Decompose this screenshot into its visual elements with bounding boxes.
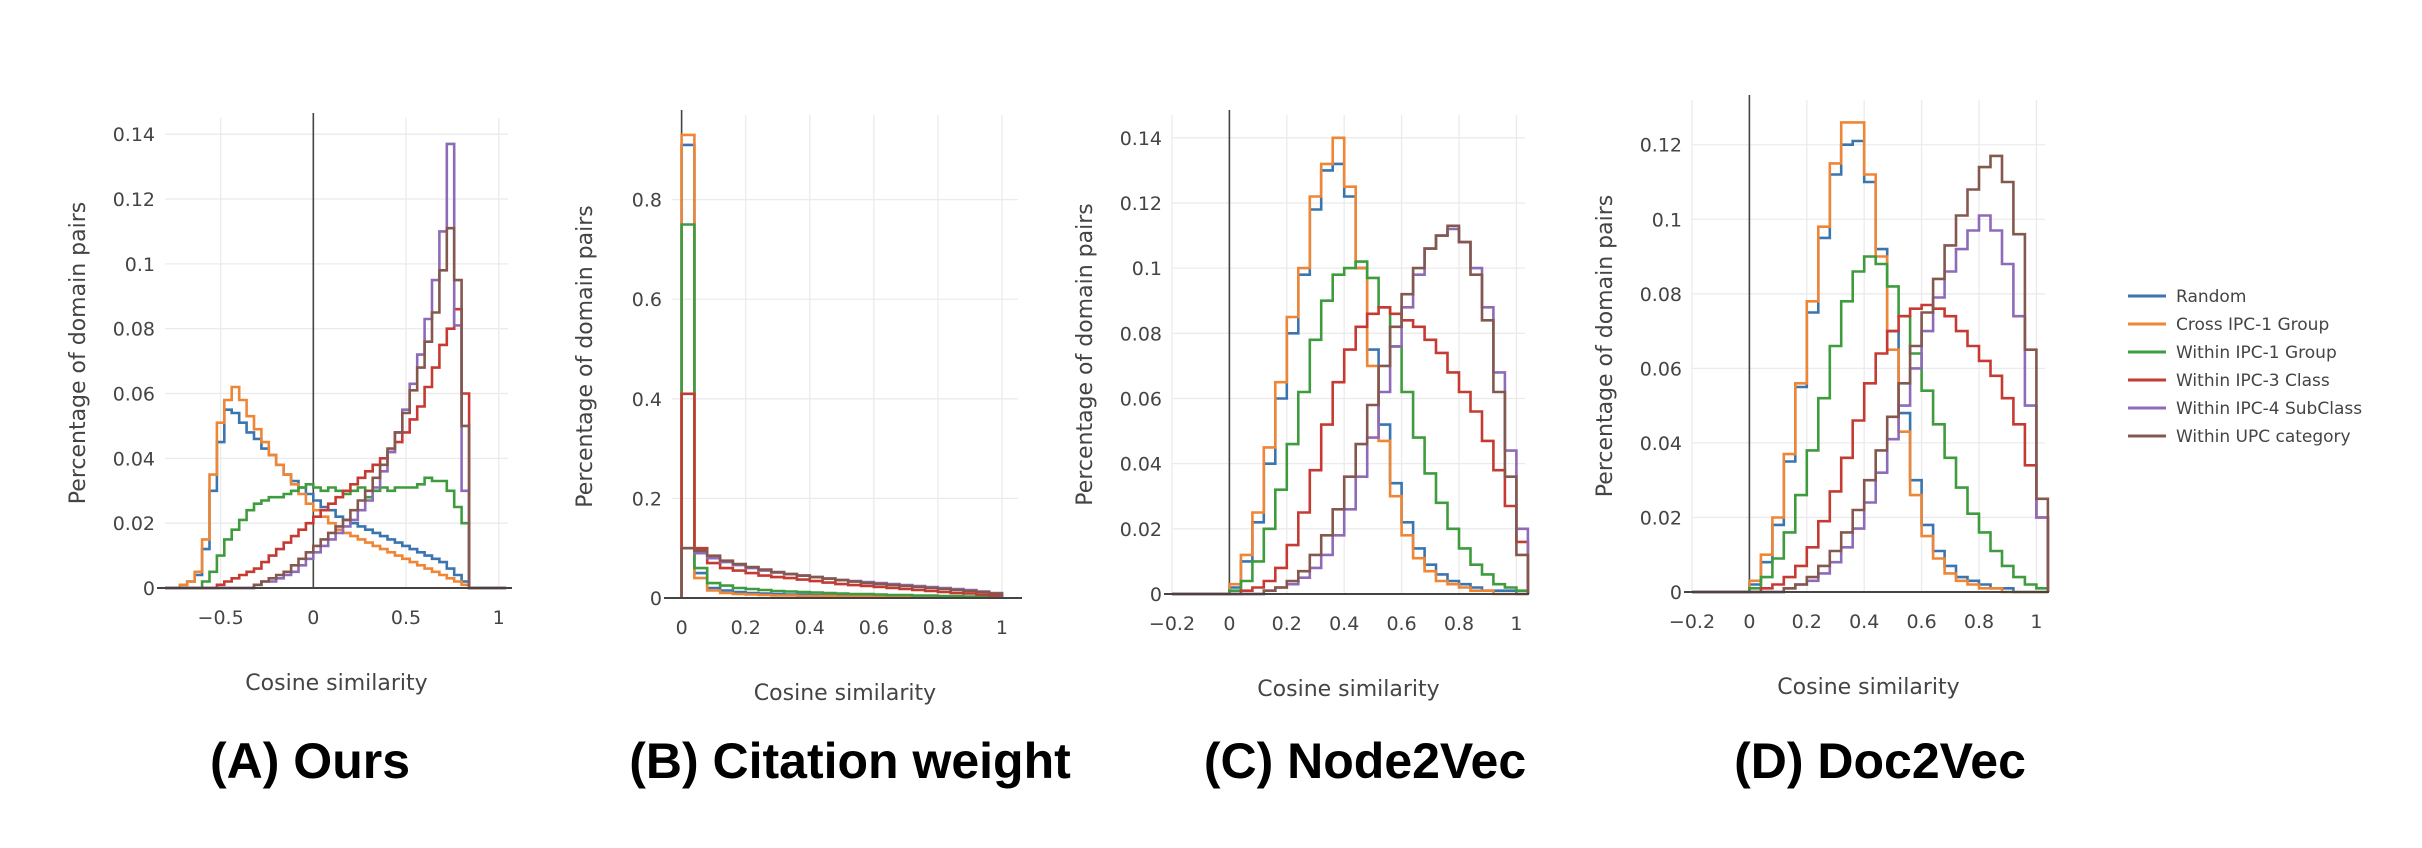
- chart1-caption: (B) Citation weight: [629, 733, 1071, 789]
- chart2-ytick-label-1: 0.02: [1120, 519, 1162, 541]
- chart0-xtick-label-3: 1: [493, 607, 505, 629]
- chart2-series-within-ipc-1-group: [1172, 260, 1530, 596]
- chart0-caption: (A) Ours: [210, 733, 410, 789]
- chart3-xlabel: Cosine similarity: [1777, 675, 1959, 700]
- chart3-ytick-label-4: 0.08: [1640, 284, 1682, 306]
- chart0-ytick-label-5: 0.1: [125, 254, 155, 276]
- chart3-xtick-label-3: 0.4: [1849, 611, 1879, 633]
- chart3-xtick-label-0: −0.2: [1669, 611, 1715, 633]
- chart2-ytick-label-7: 0.14: [1120, 128, 1162, 150]
- chart3-ytick-label-2: 0.04: [1640, 433, 1682, 455]
- chart3-series-cross-ipc-1-group: [1692, 121, 2048, 594]
- chart2-ytick-label-5: 0.1: [1132, 258, 1162, 280]
- chart1-series-random: [680, 143, 1004, 599]
- chart0-ytick-label-0: 0: [143, 578, 155, 600]
- chart1-series-within-upc-category: [680, 546, 1004, 598]
- chart2-xtick-label-4: 0.6: [1386, 613, 1416, 635]
- chart2-series-cross-ipc-1-group: [1172, 136, 1528, 596]
- chart0-ytick-label-1: 0.02: [113, 513, 155, 535]
- chart0-series-cross-ipc-1-group: [165, 385, 507, 590]
- chart2-xtick-label-2: 0.2: [1272, 613, 1302, 635]
- chart2-series-within-upc-category: [1172, 224, 1530, 596]
- chart0-ylabel: Percentage of domain pairs: [66, 202, 91, 504]
- chart2-series-within-ipc-3-class: [1172, 306, 1530, 596]
- chart2-ylabel: Percentage of domain pairs: [1073, 203, 1098, 505]
- chart0-ytick-label-2: 0.04: [113, 448, 155, 470]
- chart0-ytick-label-4: 0.08: [113, 319, 155, 341]
- chart2-series-random: [1172, 162, 1528, 596]
- chart3-series-within-ipc-4-subclass: [1692, 214, 2050, 594]
- chart2-ytick-label-2: 0.04: [1120, 454, 1162, 476]
- chart1-series-within-ipc-1-group: [680, 223, 1004, 599]
- chart3-series-within-ipc-3-class: [1692, 303, 2050, 594]
- chart3-xtick-label-6: 1: [2030, 611, 2042, 633]
- chart1-xtick-label-3: 0.6: [859, 617, 889, 639]
- chart1-ylabel: Percentage of domain pairs: [573, 205, 598, 507]
- chart1-xtick-label-1: 0.2: [731, 617, 761, 639]
- chart2-xtick-label-3: 0.4: [1329, 613, 1359, 635]
- chart0-xtick-label-2: 0.5: [391, 607, 421, 629]
- chart0-series-within-ipc-1-group: [165, 476, 507, 590]
- chart1-series-cross-ipc-1-group: [680, 133, 1004, 599]
- chart2-ytick-label-4: 0.08: [1120, 323, 1162, 345]
- legend-label-2: Within IPC-1 Group: [2176, 343, 2337, 363]
- chart0-series-within-upc-category: [165, 226, 507, 590]
- chart2-xtick-label-6: 1: [1510, 613, 1522, 635]
- chart1-ytick-label-2: 0.4: [632, 389, 662, 411]
- chart2-xtick-label-1: 0: [1223, 613, 1235, 635]
- chart0-ytick-label-3: 0.06: [113, 384, 155, 406]
- chart0-series-within-ipc-3-class: [165, 307, 507, 590]
- chart1-ytick-label-4: 0.8: [632, 190, 662, 212]
- chart0-xtick-label-0: −0.5: [198, 607, 244, 629]
- chart3-ytick-label-6: 0.12: [1640, 135, 1682, 157]
- chart1-series-within-ipc-3-class: [680, 392, 1004, 598]
- legend-label-5: Within UPC category: [2176, 427, 2351, 447]
- legend-label-0: Random: [2176, 287, 2246, 307]
- chart3-xtick-label-5: 0.8: [1964, 611, 1994, 633]
- legend-label-4: Within IPC-4 SubClass: [2176, 399, 2362, 419]
- chart3-series-within-ipc-1-group: [1692, 255, 2050, 594]
- chart2-xtick-label-0: −0.2: [1149, 613, 1195, 635]
- chart1-ytick-label-1: 0.2: [632, 488, 662, 510]
- chart0-ytick-label-7: 0.14: [113, 124, 155, 146]
- chart0-xlabel: Cosine similarity: [245, 671, 427, 696]
- chart3-series-random: [1692, 139, 2048, 594]
- chart2-ytick-label-6: 0.12: [1120, 193, 1162, 215]
- chart3-ytick-label-0: 0: [1670, 582, 1682, 604]
- chart2-xlabel: Cosine similarity: [1257, 677, 1439, 702]
- legend-label-1: Cross IPC-1 Group: [2176, 315, 2329, 335]
- chart1-xtick-label-4: 0.8: [923, 617, 953, 639]
- chart1-ytick-label-3: 0.6: [632, 289, 662, 311]
- chart3-ytick-label-3: 0.06: [1640, 358, 1682, 380]
- chart3-ytick-label-1: 0.02: [1640, 507, 1682, 529]
- chart0-ytick-label-6: 0.12: [113, 189, 155, 211]
- chart3-ytick-label-5: 0.1: [1652, 209, 1682, 231]
- chart1-ytick-label-0: 0: [650, 588, 662, 610]
- chart3-xtick-label-1: 0: [1743, 611, 1755, 633]
- chart0-xtick-label-1: 0: [307, 607, 319, 629]
- chart2-ytick-label-0: 0: [1150, 584, 1162, 606]
- chart2-xtick-label-5: 0.8: [1444, 613, 1474, 635]
- chart1-xlabel: Cosine similarity: [754, 681, 936, 706]
- chart2-ytick-label-3: 0.06: [1120, 388, 1162, 410]
- chart3-caption: (D) Doc2Vec: [1734, 733, 2026, 789]
- chart1-xtick-label-2: 0.4: [795, 617, 825, 639]
- chart3-series-within-upc-category: [1692, 154, 2050, 594]
- chart3-xtick-label-4: 0.6: [1906, 611, 1936, 633]
- chart3-ylabel: Percentage of domain pairs: [1593, 195, 1618, 497]
- chart1-xtick-label-5: 1: [996, 617, 1008, 639]
- chart0-series-within-ipc-4-subclass: [165, 142, 507, 590]
- legend-label-3: Within IPC-3 Class: [2176, 371, 2330, 391]
- chart3-xtick-label-2: 0.2: [1792, 611, 1822, 633]
- chart1-xtick-label-0: 0: [676, 617, 688, 639]
- chart2-caption: (C) Node2Vec: [1204, 733, 1526, 789]
